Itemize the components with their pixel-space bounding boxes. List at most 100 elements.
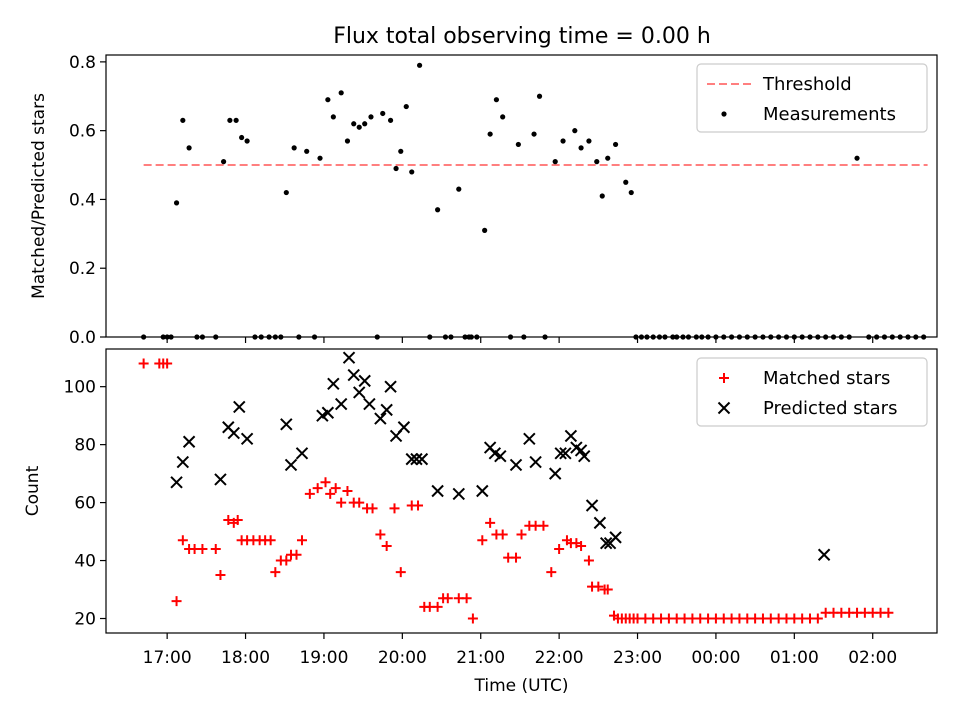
measurement-point	[674, 334, 680, 340]
measurement-point	[462, 334, 468, 340]
matched-star-point	[497, 529, 508, 540]
measurement-point	[799, 334, 805, 340]
measurement-point	[442, 334, 449, 340]
predicted-star-point	[415, 452, 429, 466]
matched-star-point	[210, 543, 221, 554]
measurement-point	[296, 334, 302, 340]
measurement-point	[493, 97, 500, 103]
top-y-tick-label: 0.0	[69, 328, 96, 348]
measurement-point	[623, 179, 629, 185]
measurement-point	[409, 169, 415, 175]
measurement-point	[325, 97, 331, 103]
measurement-points	[141, 62, 927, 340]
measurement-point	[416, 62, 423, 68]
predicted-star-point	[578, 450, 591, 463]
measurement-point	[838, 334, 844, 340]
predicted-star-point	[599, 536, 613, 550]
predicted-star-point	[523, 432, 536, 446]
matched-stars-points	[138, 358, 894, 624]
matched-star-point	[265, 535, 276, 546]
predicted-star-point	[380, 403, 393, 417]
matched-star-point	[442, 593, 453, 604]
predicted-star-point	[564, 429, 578, 443]
predicted-star-point	[280, 418, 293, 431]
measurement-point	[468, 334, 474, 340]
measurement-point	[638, 334, 645, 340]
measurement-point	[605, 155, 611, 161]
matched-star-point	[304, 488, 315, 499]
predicted-star-point	[574, 444, 588, 457]
matched-star-point	[538, 520, 549, 531]
measurement-point	[474, 334, 480, 340]
measurement-point	[599, 193, 605, 199]
predicted-star-point	[494, 450, 507, 463]
matched-star-point	[576, 541, 587, 552]
measurement-point	[227, 117, 233, 123]
matched-star-point	[389, 503, 400, 514]
matched-star-point	[330, 483, 341, 494]
measurement-point	[791, 334, 797, 340]
measurement-point	[633, 334, 639, 340]
matched-star-point	[395, 567, 406, 578]
measurement-point	[393, 165, 399, 172]
measurement-point	[560, 138, 566, 144]
matched-star-point	[162, 358, 173, 369]
predicted-star-point	[182, 435, 196, 448]
measurement-point	[846, 334, 852, 340]
measurement-point	[670, 334, 676, 340]
bottom-y-axis-label: Count	[23, 465, 43, 516]
legend-label: Threshold	[762, 74, 852, 95]
measurement-point	[693, 334, 699, 340]
bottom-x-ticks: 17:00 18:00 19:00 20:00 21:00 22:00 23:00 00:00…	[143, 633, 897, 668]
measurement-point	[783, 334, 790, 340]
matched-star-point	[336, 497, 347, 508]
matched-star-point	[381, 541, 392, 552]
matched-star-point	[354, 497, 365, 508]
measurement-point	[656, 334, 663, 340]
bottom-y-tick-label: 80	[74, 436, 96, 456]
measurement-point	[713, 334, 719, 340]
top-y-axis-label: Matched/Predicted stars	[29, 93, 49, 299]
bot-legend-box	[696, 357, 928, 427]
top-legend: Threshold Measurements	[696, 63, 928, 133]
predicted-star-point	[549, 467, 562, 480]
measurement-point	[168, 334, 174, 340]
bottom-y-tick-label: 20	[74, 610, 96, 630]
measurement-point	[252, 334, 258, 340]
measurement-point	[194, 334, 200, 340]
predicted-star-point	[609, 531, 622, 544]
measurement-point	[744, 334, 750, 340]
bottom-y-tick-label: 40	[74, 552, 96, 572]
matched-star-point	[312, 483, 323, 494]
matched-star-point	[232, 514, 243, 525]
predicted-stars-points	[170, 351, 831, 561]
measurement-point	[173, 200, 180, 206]
matched-star-point	[177, 535, 188, 546]
measurement-point	[283, 189, 289, 196]
measurement-point	[644, 334, 650, 340]
measurement-point	[650, 334, 656, 340]
matched-star-point	[291, 549, 302, 560]
predicted-star-point	[353, 386, 366, 399]
x-tick-label: 23:00	[613, 648, 662, 668]
measurement-point	[897, 334, 903, 340]
matched-star-point	[602, 584, 613, 595]
measurement-point	[330, 114, 336, 120]
measurement-point	[258, 334, 264, 340]
predicted-star-point	[384, 380, 397, 393]
bottom-legend: Matched stars Predicted stars	[696, 357, 928, 427]
matched-star-point	[138, 358, 149, 369]
predicted-star-point	[284, 458, 298, 472]
predicted-star-point	[431, 484, 444, 498]
measurement-point	[199, 334, 206, 340]
measurement-point	[304, 148, 310, 154]
legend-label: Matched stars	[763, 368, 890, 389]
measurement-point	[398, 148, 404, 154]
predicted-star-point	[452, 487, 465, 501]
predicted-star-point	[585, 499, 599, 512]
measurement-point	[362, 121, 368, 127]
measurement-point	[521, 334, 527, 340]
matched-star-point	[367, 503, 378, 514]
matched-star-point	[583, 555, 594, 566]
measurement-point	[815, 334, 821, 340]
